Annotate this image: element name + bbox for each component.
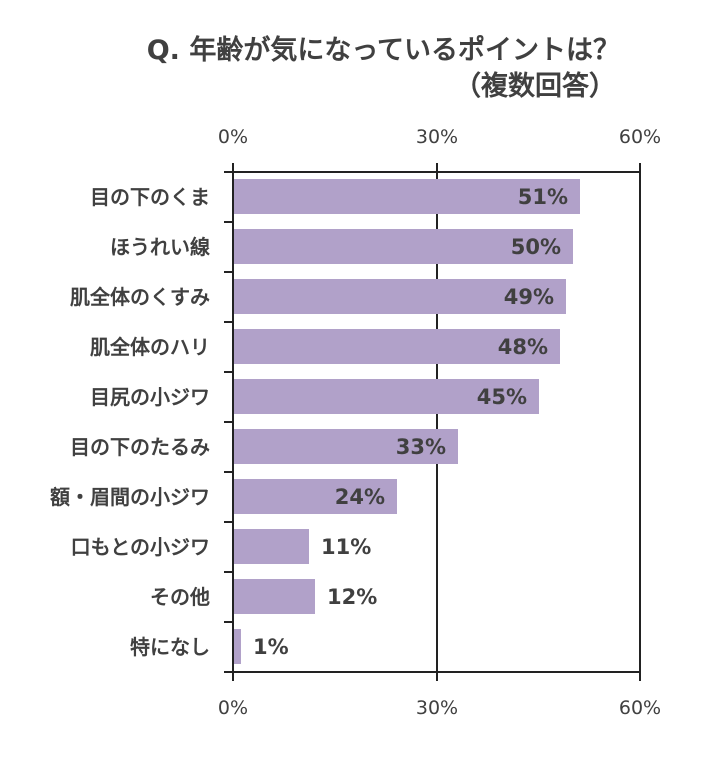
y-tick-mark: [224, 521, 233, 523]
value-label: 12%: [327, 585, 378, 609]
category-label: 目尻の小ジワ: [90, 385, 210, 409]
bar: [234, 379, 539, 414]
category-label: 肌全体のハリ: [90, 335, 210, 359]
category-label: 額・眉間の小ジワ: [50, 485, 210, 509]
category-label: 目の下のたるみ: [70, 435, 210, 459]
y-tick-mark: [224, 371, 233, 373]
gridline-30: [436, 163, 438, 681]
value-label: 49%: [503, 285, 554, 309]
bar: [234, 429, 458, 464]
y-tick-mark: [224, 321, 233, 323]
chart-title-line2: （複数回答）: [454, 71, 616, 102]
top-tick-60: 60%: [618, 126, 662, 148]
category-label: その他: [150, 585, 210, 609]
bottom-axis-line: [224, 671, 641, 673]
value-label: 51%: [517, 185, 568, 209]
value-label: 48%: [497, 335, 548, 359]
top-tick-30: 30%: [415, 126, 459, 148]
value-label: 1%: [253, 635, 289, 659]
category-label: 肌全体のくすみ: [70, 285, 210, 309]
y-tick-mark: [224, 621, 233, 623]
y-tick-mark: [224, 421, 233, 423]
bar: [234, 529, 309, 564]
bar: [234, 179, 580, 214]
top-axis-line: [224, 171, 641, 173]
bar: [234, 229, 573, 264]
bottom-tick-30: 30%: [415, 697, 459, 719]
category-label: 口もとの小ジワ: [70, 535, 210, 559]
category-label: 特になし: [130, 635, 210, 659]
y-tick-mark: [224, 271, 233, 273]
y-tick-mark: [224, 221, 233, 223]
value-label: 45%: [476, 385, 527, 409]
chart-title-line1: Q. 年齢が気になっているポイントは？: [146, 35, 620, 66]
top-tick-0: 0%: [217, 126, 249, 148]
y-tick-mark: [224, 571, 233, 573]
bar: [234, 329, 560, 364]
y-tick-mark: [224, 471, 233, 473]
bar: [234, 579, 315, 614]
category-label: 目の下のくま: [90, 185, 210, 209]
bar: [234, 629, 241, 664]
category-label: ほうれい線: [110, 235, 210, 259]
value-label: 33%: [395, 435, 446, 459]
bar: [234, 279, 566, 314]
value-label: 11%: [321, 535, 372, 559]
value-label: 24%: [334, 485, 385, 509]
bottom-tick-0: 0%: [217, 697, 249, 719]
bar: [234, 479, 397, 514]
value-label: 50%: [510, 235, 561, 259]
gridline-60: [639, 163, 641, 681]
y-axis-line: [232, 163, 234, 681]
bottom-tick-60: 60%: [618, 697, 662, 719]
